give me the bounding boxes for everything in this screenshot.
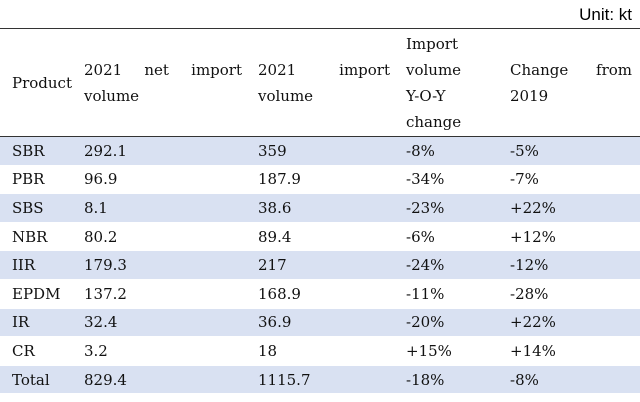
header-net-import-volume: 2021 net import volume xyxy=(76,29,250,137)
cell-product: SBR xyxy=(0,136,76,166)
cell-product: EPDM xyxy=(0,279,76,309)
cell-yoy: -34% xyxy=(398,165,502,195)
table-row-total: Total 829.4 1115.7 -18% -8% xyxy=(0,365,640,395)
cell-import: 36.9 xyxy=(250,308,398,338)
cell-import: 217 xyxy=(250,250,398,280)
header-product: Product xyxy=(12,73,72,92)
unit-label: Unit: kt xyxy=(579,5,632,24)
table-row: PBR 96.9 187.9 -34% -7% xyxy=(0,165,640,195)
header-yoy-line-4: change xyxy=(406,112,462,131)
cell-import: 168.9 xyxy=(250,279,398,309)
table-row: SBS 8.1 38.6 -23% +22% xyxy=(0,193,640,223)
cell-net-import: 8.1 xyxy=(76,193,250,223)
cell-product: CR xyxy=(0,336,76,366)
cell-net-import: 3.2 xyxy=(76,336,250,366)
cell-import: 187.9 xyxy=(250,165,398,195)
header-net-import-line-2: volume xyxy=(84,86,140,105)
header-import-word-1: 2021 xyxy=(258,60,297,79)
cell-yoy: -24% xyxy=(398,250,502,280)
cell-net-import: 32.4 xyxy=(76,308,250,338)
header-yoy-change: Import volume Y-O-Y change xyxy=(398,29,502,137)
cell-product: IIR xyxy=(0,250,76,280)
cell-change: +12% xyxy=(502,222,640,252)
cell-yoy: -11% xyxy=(398,279,502,309)
cell-yoy: -6% xyxy=(398,222,502,252)
cell-net-import: 292.1 xyxy=(76,136,250,166)
header-import-word-2: import xyxy=(339,60,390,79)
cell-net-import: 96.9 xyxy=(76,165,250,195)
cell-product: IR xyxy=(0,308,76,338)
cell-change: -28% xyxy=(502,279,640,309)
cell-change: +22% xyxy=(502,193,640,223)
table-row: IR 32.4 36.9 -20% +22% xyxy=(0,308,640,338)
cell-yoy: -8% xyxy=(398,136,502,166)
cell-import: 89.4 xyxy=(250,222,398,252)
header-row: Product 2021 net import volume 2021 impo… xyxy=(0,28,640,137)
cell-yoy: +15% xyxy=(398,336,502,366)
header-yoy-line-1: Import xyxy=(406,34,458,53)
table-row: NBR 80.2 89.4 -6% +12% xyxy=(0,222,640,252)
cell-product: PBR xyxy=(0,165,76,195)
cell-change: +22% xyxy=(502,308,640,338)
cell-net-import: 829.4 xyxy=(76,365,250,395)
header-import-line-2: volume xyxy=(258,86,314,105)
cell-product: Total xyxy=(0,365,76,395)
cell-yoy: -20% xyxy=(398,308,502,338)
header-yoy-line-3: Y-O-Y xyxy=(406,86,446,105)
cell-yoy: -23% xyxy=(398,193,502,223)
cell-product: SBS xyxy=(0,193,76,223)
cell-import: 359 xyxy=(250,136,398,166)
import-volume-table: Product 2021 net import volume 2021 impo… xyxy=(0,28,640,395)
header-change-from-2019: Change from 2019 xyxy=(502,29,640,137)
cell-import: 1115.7 xyxy=(250,365,398,395)
table-row: CR 3.2 18 +15% +14% xyxy=(0,336,640,366)
header-net-import-word-2: net xyxy=(144,60,169,79)
cell-product: NBR xyxy=(0,222,76,252)
header-change-line-2: 2019 xyxy=(510,86,549,105)
cell-import: 38.6 xyxy=(250,193,398,223)
cell-change: +14% xyxy=(502,336,640,366)
header-import-volume: 2021 import volume xyxy=(250,29,398,137)
cell-change: -12% xyxy=(502,250,640,280)
table-row: EPDM 137.2 168.9 -11% -28% xyxy=(0,279,640,309)
header-net-import-word-3: import xyxy=(191,60,242,79)
cell-yoy: -18% xyxy=(398,365,502,395)
header-net-import-word-1: 2021 xyxy=(84,60,123,79)
table-body: SBR 292.1 359 -8% -5% PBR 96.9 187.9 -34… xyxy=(0,136,640,395)
cell-import: 18 xyxy=(250,336,398,366)
cell-net-import: 80.2 xyxy=(76,222,250,252)
header-change-word-1: Change xyxy=(510,60,569,79)
cell-change: -8% xyxy=(502,365,640,395)
cell-change: -5% xyxy=(502,136,640,166)
table-row: IIR 179.3 217 -24% -12% xyxy=(0,250,640,280)
header-change-word-2: from xyxy=(596,60,632,79)
cell-change: -7% xyxy=(502,165,640,195)
table-header: Product 2021 net import volume 2021 impo… xyxy=(0,28,640,137)
table-row: SBR 292.1 359 -8% -5% xyxy=(0,136,640,166)
cell-net-import: 137.2 xyxy=(76,279,250,309)
header-yoy-line-2: volume xyxy=(406,60,462,79)
cell-net-import: 179.3 xyxy=(76,250,250,280)
